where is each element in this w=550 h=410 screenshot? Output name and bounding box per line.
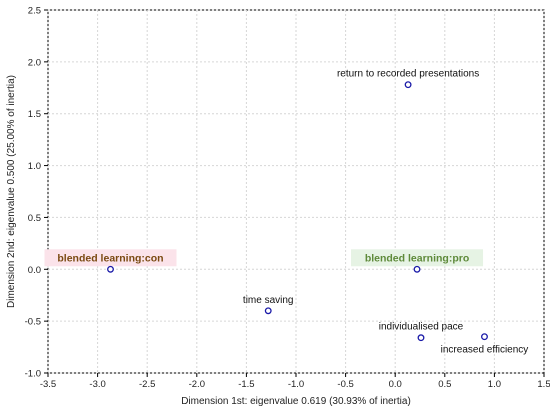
x-tick-label: -2.5 xyxy=(139,379,155,390)
data-points: return to recorded presentations blended … xyxy=(44,69,528,356)
x-tick-label: 1.0 xyxy=(488,379,501,390)
point-label: individualised pace xyxy=(379,322,464,333)
grid-lines xyxy=(47,9,545,374)
label-highlight xyxy=(351,249,484,267)
y-tick-label: -1.0 xyxy=(25,369,41,380)
scatter-point-group: individualised pace xyxy=(379,322,464,342)
x-tick-label: 0.0 xyxy=(389,379,402,390)
y-tick-label: 2.5 xyxy=(28,6,41,17)
x-tick-label: -0.5 xyxy=(337,379,353,390)
x-tick-label: -1.5 xyxy=(238,379,254,390)
point-label: blended learning:con xyxy=(57,252,163,264)
scatter-point-group: time saving xyxy=(243,295,294,315)
x-tick-label: -1.0 xyxy=(288,379,304,390)
x-axis-title: Dimension 1st: eigenvalue 0.619 (30.93% … xyxy=(181,396,411,407)
y-tick-label: 0.0 xyxy=(28,265,41,276)
x-tick-label: 0.5 xyxy=(438,379,451,390)
scatter-point xyxy=(404,81,412,89)
scatter-point xyxy=(481,333,488,341)
scatter-point xyxy=(417,334,425,342)
scatter-point-group: blended learning:pro xyxy=(351,249,484,273)
x-tick-label: -2.0 xyxy=(189,379,205,390)
y-tick-label: 1.0 xyxy=(28,161,41,172)
scatter-point xyxy=(264,307,272,315)
scatter-point xyxy=(413,265,421,273)
scatter-point-group: increased efficiency xyxy=(441,333,529,356)
point-label: time saving xyxy=(243,295,294,306)
point-label: blended learning:pro xyxy=(365,252,469,264)
y-tick-label: 1.5 xyxy=(28,109,41,120)
scatter-point-group: return to recorded presentations xyxy=(337,69,479,89)
y-tick-label: 2.0 xyxy=(28,57,41,68)
y-axis-ticks: -1.0 -0.5 0.0 0.5 1.0 1.5 2.0 2.5 xyxy=(25,6,48,380)
x-tick-label: -3.0 xyxy=(89,379,105,390)
scatter-point-group: blended learning:con xyxy=(44,249,177,273)
label-highlight xyxy=(44,249,177,267)
point-label: increased efficiency xyxy=(441,345,529,356)
y-tick-label: -0.5 xyxy=(25,317,41,328)
x-axis-ticks: -3.5 -3.0 -2.5 -2.0 -1.5 -1.0 -0.5 0.0 0.5 1.0 1.5 xyxy=(40,373,550,390)
y-axis-title: Dimension 2nd: eigenvalue 0.500 (25.00% … xyxy=(6,75,17,308)
y-tick-label: 0.5 xyxy=(28,213,41,224)
x-tick-label: 1.5 xyxy=(537,379,550,390)
x-tick-label: -3.5 xyxy=(40,379,56,390)
point-label: return to recorded presentations xyxy=(337,69,479,80)
scatter-point xyxy=(107,265,114,273)
